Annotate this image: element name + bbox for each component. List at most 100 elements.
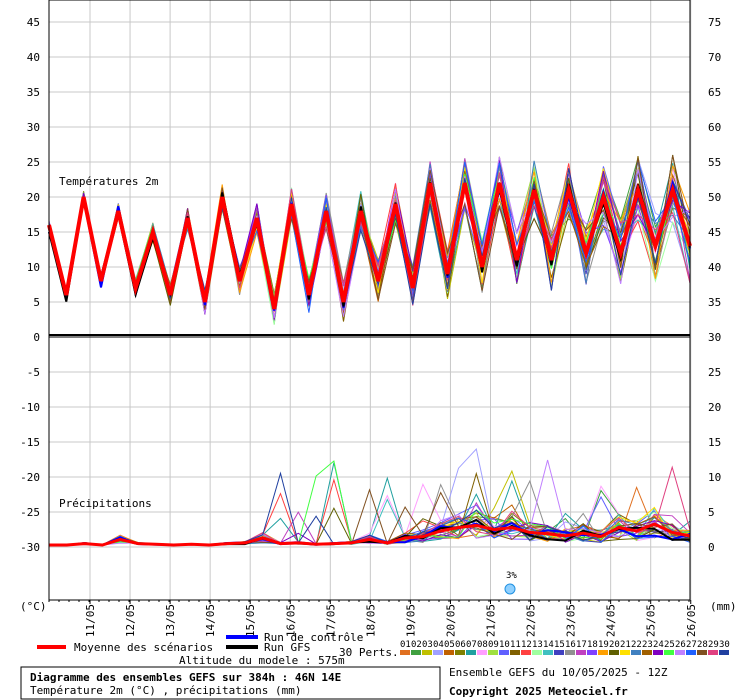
y2-tick-label: 75 xyxy=(708,16,721,29)
pert-number: 12 xyxy=(521,640,532,650)
pert-number: 03 xyxy=(422,640,433,650)
y2-tick-label: 10 xyxy=(708,471,721,484)
y2-tick-label: 60 xyxy=(708,121,721,134)
pert-number: 01 xyxy=(400,640,411,650)
y-tick-label: 40 xyxy=(27,51,40,64)
pert-number: 10 xyxy=(499,640,510,650)
footer-title: Diagramme des ensembles GEFS sur 384h : … xyxy=(30,671,341,684)
x-tick-label: 11/05 xyxy=(84,604,97,637)
pert-swatch xyxy=(708,650,718,655)
pert-swatch xyxy=(697,650,707,655)
pert-swatch xyxy=(532,650,542,655)
pert-swatch xyxy=(642,650,652,655)
y-tick-label: -10 xyxy=(20,401,40,414)
x-axis-ticks: 11/05 12/05 13/05 14/05 15/05 16/05 17/05 18/05… xyxy=(48,600,698,637)
pert-number: 25 xyxy=(664,640,675,650)
footer-subtitle: Température 2m (°C) , précipitations (mm… xyxy=(30,684,302,697)
y2-tick-label: 0 xyxy=(708,541,715,554)
precip-panel-frame xyxy=(48,336,691,601)
pert-swatch xyxy=(664,650,674,655)
pert-swatch xyxy=(576,650,586,655)
x-tick-label: 20/05 xyxy=(444,604,457,637)
legend-mean-label: Moyenne des scénarios xyxy=(74,641,213,654)
y2-tick-label: 50 xyxy=(708,191,721,204)
pert-swatch xyxy=(598,650,608,655)
y-tick-label: -20 xyxy=(20,471,40,484)
pert-number: 23 xyxy=(642,640,653,650)
y2-tick-label: 35 xyxy=(708,296,721,309)
legend-perts-label: 30 Perts. xyxy=(339,646,399,659)
mean-precip-line xyxy=(49,522,691,547)
pert-swatch xyxy=(499,650,509,655)
pert-number: 27 xyxy=(686,640,697,650)
perturbation-legend: 01 02 03 04 05 06 07 08 09 10 11 12 13 14 15 16 17 18 19 20… xyxy=(400,640,730,655)
y-tick-label: -5 xyxy=(27,366,40,379)
mean-temp-line xyxy=(47,182,692,310)
pert-number: 17 xyxy=(576,640,587,650)
y2-tick-label: 25 xyxy=(708,366,721,379)
x-tick-label: 26/05 xyxy=(685,604,698,637)
y-tick-label: -25 xyxy=(20,506,40,519)
x-tick-label: 13/05 xyxy=(164,604,177,637)
y2-tick-label: 5 xyxy=(708,506,715,519)
x-tick-label: 21/05 xyxy=(485,604,498,637)
pert-number: 14 xyxy=(543,640,554,650)
pert-swatch xyxy=(565,650,575,655)
pert-number: 20 xyxy=(609,640,620,650)
snow-icon xyxy=(504,583,516,595)
pert-number: 22 xyxy=(631,640,642,650)
y2-tick-label: 15 xyxy=(708,436,721,449)
pert-number: 18 xyxy=(587,640,598,650)
y2-tick-label: 65 xyxy=(708,86,721,99)
y2-tick-label: 30 xyxy=(708,331,721,344)
pert-number: 30 xyxy=(719,640,730,650)
ensemble-date: Ensemble GEFS du 10/05/2025 - 12Z xyxy=(449,666,668,679)
legend-control-label: Run de contrôle xyxy=(264,631,363,644)
pert-number: 24 xyxy=(653,640,664,650)
pert-number: 04 xyxy=(433,640,444,650)
y-tick-label: 30 xyxy=(27,121,40,134)
temp-panel-label: Températures 2m xyxy=(59,175,159,188)
y2-tick-label: 70 xyxy=(708,51,721,64)
y-tick-label: -30 xyxy=(20,541,40,554)
pert-number: 26 xyxy=(675,640,686,650)
pert-swatch xyxy=(411,650,421,655)
pert-number: 09 xyxy=(488,640,499,650)
pert-number: 15 xyxy=(554,640,565,650)
pert-swatch xyxy=(543,650,553,655)
footer-box xyxy=(20,666,441,700)
pert-swatch xyxy=(620,650,630,655)
y-tick-label: -15 xyxy=(20,436,40,449)
pert-swatch xyxy=(675,650,685,655)
y-tick-label: 5 xyxy=(33,296,40,309)
left-unit-label: (°C) xyxy=(20,600,47,613)
pert-swatch xyxy=(631,650,641,655)
pert-number: 07 xyxy=(466,640,477,650)
pert-swatch xyxy=(433,650,443,655)
copyright: Copyright 2025 Meteociel.fr xyxy=(449,685,628,698)
pert-swatch xyxy=(587,650,597,655)
x-tick-label: 16/05 xyxy=(284,604,297,637)
precip-panel-label: Précipitations xyxy=(59,497,152,510)
x-tick-label: 17/05 xyxy=(324,604,337,637)
pert-swatch xyxy=(609,650,619,655)
pert-number: 11 xyxy=(510,640,521,650)
x-tick-label: 25/05 xyxy=(645,604,658,637)
pert-swatch xyxy=(510,650,520,655)
pert-swatch xyxy=(653,650,663,655)
pert-swatch xyxy=(466,650,476,655)
pert-number: 02 xyxy=(411,640,422,650)
y-tick-label: 25 xyxy=(27,156,40,169)
pert-swatch xyxy=(554,650,564,655)
pert-number: 28 xyxy=(697,640,708,650)
y-tick-label: 0 xyxy=(33,331,40,344)
y2-tick-label: 40 xyxy=(708,261,721,274)
y2-tick-label: 55 xyxy=(708,156,721,169)
y2-tick-label: 45 xyxy=(708,226,721,239)
x-tick-label: 22/05 xyxy=(525,604,538,637)
left-axis-ticks: 45 40 35 30 25 20 15 10 5 0 -5 -10 -15 -20 -25 -30 xyxy=(20,16,40,554)
x-tick-label: 18/05 xyxy=(364,604,377,637)
x-tick-label: 19/05 xyxy=(404,604,417,637)
pert-number: 21 xyxy=(620,640,631,650)
series-layer xyxy=(47,154,692,547)
